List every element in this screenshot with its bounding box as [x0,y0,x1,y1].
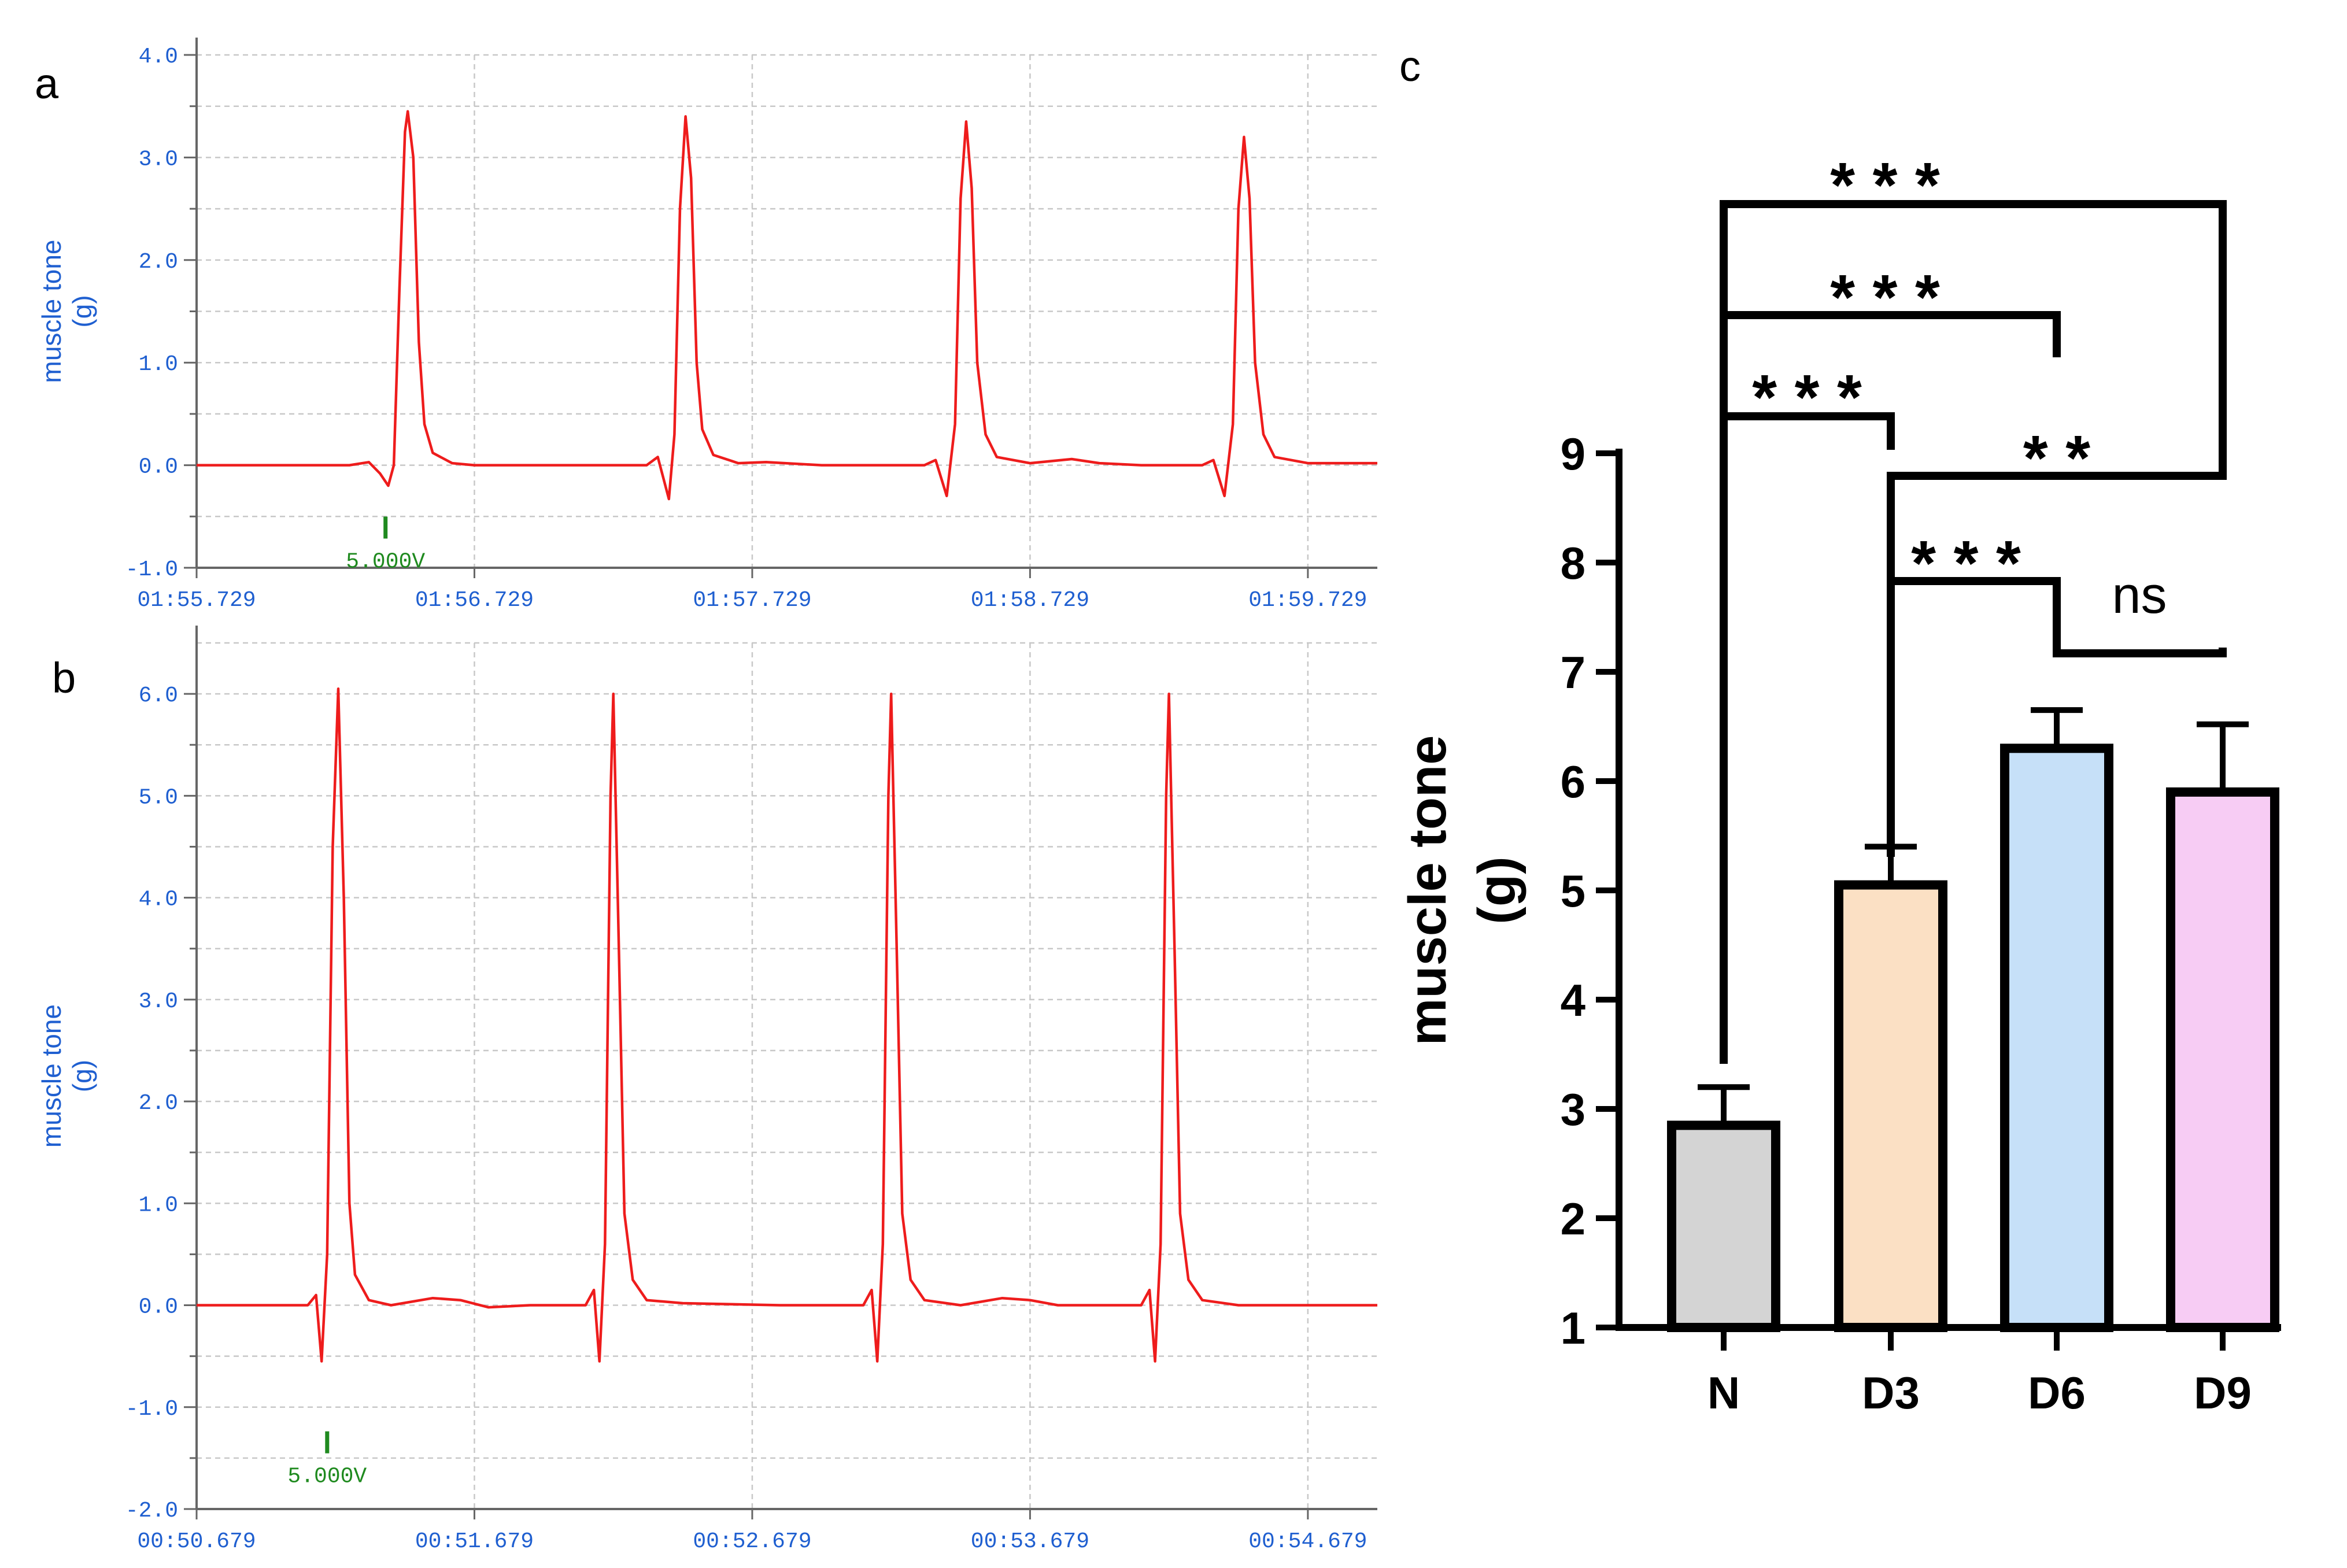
y-tick-label: 2.0 [139,1091,178,1116]
bar-d9 [2166,787,2279,1332]
y-tick-label: 4.0 [139,45,178,69]
y-tick-label: 4.0 [139,887,178,912]
panel-letter: b [52,654,76,702]
x-tick-label: 01:56.729 [415,588,534,613]
x-tick-label: D3 [1862,1367,1920,1418]
bar-d6 [2000,744,2113,1333]
significance-label: * * * [1911,528,2021,599]
significance-label: * * * [1830,262,1940,333]
y-tick-label: 9 [1561,428,1585,479]
x-tick-label: D9 [2194,1367,2252,1418]
significance-label: * * * [1752,362,1862,433]
y-tick-label: 1.0 [139,352,178,377]
y-axis-label: muscle tone [36,239,66,383]
y-tick-label: 8 [1561,538,1585,589]
y-tick-label: 6 [1561,756,1585,807]
muscle-tone-trace-line [197,110,1377,501]
y-tick-label: 3.0 [139,147,178,172]
x-tick-label: 01:59.729 [1248,588,1367,613]
significance-label: * * * [1830,150,1940,221]
significance-label: * * [2023,423,2090,494]
y-tick-label: 2.0 [139,250,178,275]
y-tick-label: 1.0 [139,1193,178,1218]
muscle-tone-trace-line [197,687,1377,1363]
x-tick-label: 00:54.679 [1248,1529,1367,1554]
stimulus-marker-label: 5.000V [346,549,425,574]
x-tick-label: 01:55.729 [137,588,256,613]
x-tick-label: 00:51.679 [415,1529,534,1554]
y-tick-label: 6.0 [139,683,178,708]
y-tick-label: 5 [1561,866,1585,916]
significance-bracket [1720,412,1895,1064]
x-tick-label: 00:50.679 [137,1529,256,1554]
y-axis-label-unit: (g) [67,1060,97,1092]
y-tick-label: 3 [1561,1084,1585,1135]
x-tick-label: D6 [2028,1367,2086,1418]
y-axis-label: muscle tone [36,1004,66,1148]
panel-c-bar-chart: c 1 2 3 4 5 6 7 8 9 muscle tone (g) N D3 D6 D9 * * * * * … [1398,42,2281,1418]
y-tick-label: 4 [1561,975,1585,1026]
y-tick-label: 5.0 [139,785,178,810]
y-tick-label: 0.0 [139,1295,178,1320]
significance-label: ns [2112,567,2167,624]
y-tick-label: -2.0 [125,1499,178,1523]
stimulus-marker-label: 5.000V [287,1465,367,1489]
x-tick-label: 01:58.729 [971,588,1089,613]
y-tick-label: 7 [1561,647,1585,698]
x-tick-label: 00:52.679 [693,1529,811,1554]
panel-a-trace-chart: a -1.0 0.0 1.0 2.0 3.0 4.0 01:55.729 01:56.729 01… [35,38,1377,613]
y-tick-label: 3.0 [139,989,178,1014]
panel-b-trace-chart: b -2.0 -1.0 0.0 1.0 2.0 3.0 4.0 5.0 6.0 00:50.679 0… [36,626,1377,1554]
y-tick-label: 2 [1561,1193,1585,1244]
y-axis-label: muscle tone [1398,735,1457,1046]
x-tick-label: 00:53.679 [971,1529,1089,1554]
significance-bracket [1720,200,2227,1064]
significance-bracket [1887,577,2061,857]
y-axis-label-unit: (g) [67,295,97,327]
bar-d3 [1834,880,1947,1333]
y-tick-label: -1.0 [125,557,178,582]
significance-bracket [2053,639,2227,657]
bar-n [1667,1120,1780,1332]
panel-letter: c [1399,42,1421,90]
y-tick-label: 1 [1561,1303,1585,1353]
y-axis-label-unit: (g) [1468,856,1527,924]
panel-letter: a [35,60,59,108]
y-tick-label: 0.0 [139,455,178,480]
x-tick-label: 01:57.729 [693,588,811,613]
y-tick-label: -1.0 [125,1397,178,1422]
x-tick-label: N [1707,1367,1740,1418]
